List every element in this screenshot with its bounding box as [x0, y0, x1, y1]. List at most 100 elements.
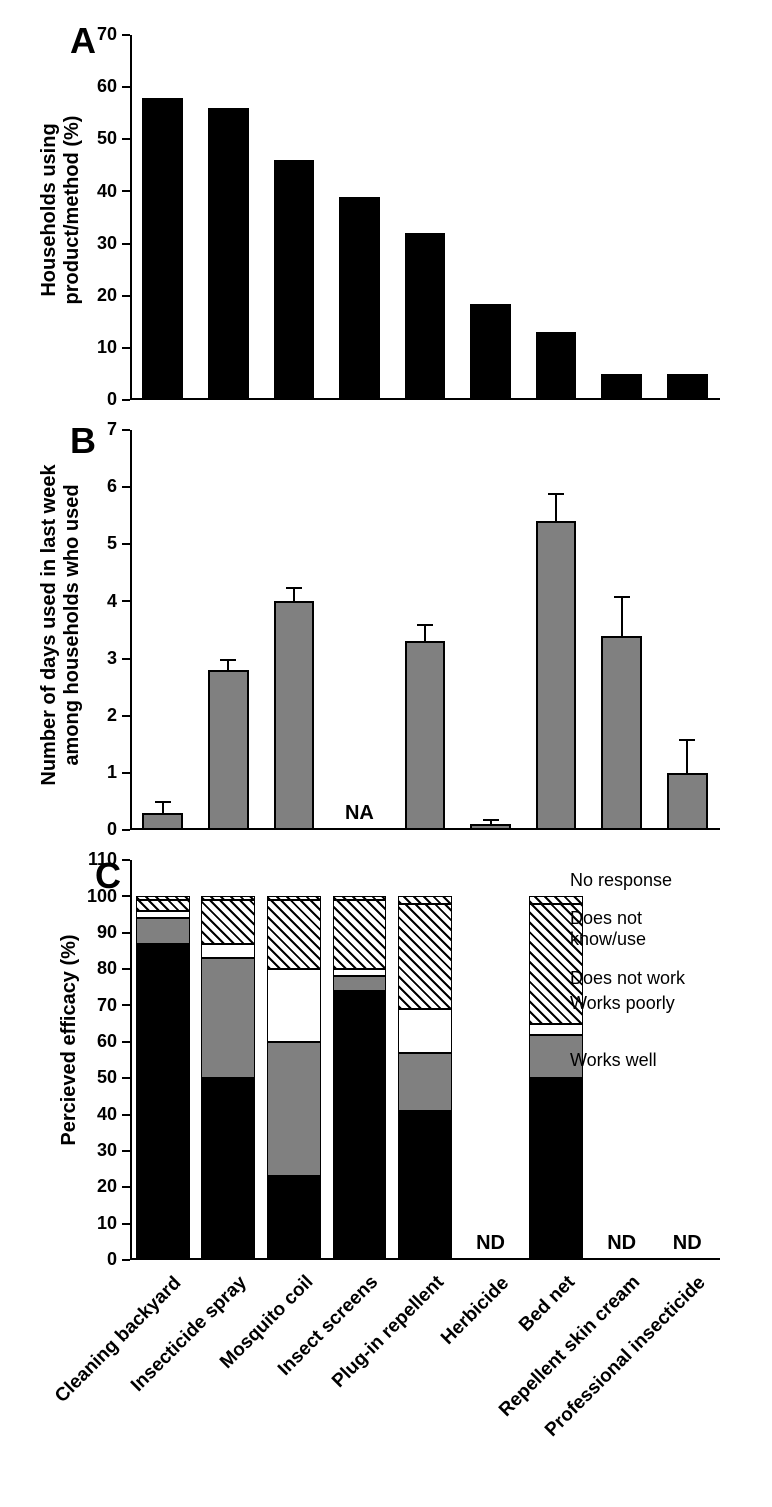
legend-label-does-not-work: Does not work	[570, 968, 685, 989]
y-tick-label: 1	[75, 762, 117, 783]
panel-a-bar	[667, 374, 708, 400]
y-tick-label: 0	[75, 819, 117, 840]
x-category-label: Bed net	[515, 1272, 580, 1337]
y-tick-label: 0	[75, 1249, 117, 1270]
y-tick	[122, 1186, 130, 1188]
panel-a-bar	[536, 332, 577, 400]
panel-c-segment-does-not-know	[333, 900, 387, 969]
y-tick	[122, 486, 130, 488]
y-tick-label: 3	[75, 648, 117, 669]
error-cap	[286, 587, 302, 589]
y-tick-label: 20	[75, 285, 117, 306]
y-tick	[122, 399, 130, 401]
panel-c-segment-no-response	[333, 896, 387, 900]
y-tick-label: 70	[75, 24, 117, 45]
error-cap	[483, 819, 499, 821]
y-tick-label: 30	[75, 1140, 117, 1161]
y-tick	[122, 600, 130, 602]
panel-b-bar	[536, 521, 577, 830]
panel-b-bar	[274, 601, 315, 830]
panel-c-segment-works-poorly	[267, 1042, 321, 1177]
panel-a-bar	[339, 197, 380, 400]
panel-c-nd-label: ND	[662, 1232, 712, 1255]
panel-c-segment-does-not-know	[267, 900, 321, 969]
y-tick	[122, 895, 130, 897]
y-tick	[122, 968, 130, 970]
y-tick	[122, 859, 130, 861]
y-tick-label: 110	[75, 849, 117, 870]
panel-c-nd-label: ND	[466, 1232, 516, 1255]
panel-b-bar	[470, 824, 511, 830]
y-tick	[122, 1004, 130, 1006]
panel-a-bar	[470, 304, 511, 400]
x-category-label: Insecticide spray	[127, 1272, 252, 1397]
y-tick-label: 80	[75, 958, 117, 979]
panel-c-segment-works-poorly	[333, 976, 387, 991]
panel-c-segment-does-not-work	[136, 911, 190, 918]
error-bar	[555, 493, 557, 522]
y-tick	[122, 295, 130, 297]
y-tick-label: 20	[75, 1176, 117, 1197]
panel-c-segment-no-response	[267, 896, 321, 900]
panel-c-segment-does-not-know	[136, 900, 190, 911]
y-tick-label: 40	[75, 181, 117, 202]
y-tick	[122, 190, 130, 192]
panel-b-bar	[142, 813, 183, 830]
y-tick	[122, 138, 130, 140]
error-cap	[155, 801, 171, 803]
legend-label-no-response: No response	[570, 870, 672, 891]
y-tick	[122, 829, 130, 831]
panel-c-segment-no-response	[529, 896, 583, 903]
panel-b-bar	[601, 636, 642, 830]
y-tick	[122, 1077, 130, 1079]
error-bar	[424, 624, 426, 641]
y-tick	[122, 347, 130, 349]
panel-c-segment-works-well	[529, 1078, 583, 1260]
panel-c-segment-works-well	[333, 991, 387, 1260]
y-tick	[122, 1223, 130, 1225]
y-tick-label: 5	[75, 533, 117, 554]
panel-b-bar	[667, 773, 708, 830]
panel-b-bar	[208, 670, 249, 830]
panel-c-segment-no-response	[398, 896, 452, 903]
y-tick	[122, 932, 130, 934]
panel-b-na-label: NA	[334, 802, 384, 825]
y-tick-label: 90	[75, 922, 117, 943]
error-cap	[614, 596, 630, 598]
y-tick	[122, 34, 130, 36]
panel-c-segment-works-well	[201, 1078, 255, 1260]
panel-c-segment-does-not-work	[267, 969, 321, 1042]
y-tick	[122, 1114, 130, 1116]
panel-c-nd-label: ND	[597, 1232, 647, 1255]
y-tick-label: 40	[75, 1104, 117, 1125]
panel-a-bar	[142, 98, 183, 400]
panel-a-bar	[274, 160, 315, 400]
panel-a-bar	[601, 374, 642, 400]
panel-c-segment-works-poorly	[136, 918, 190, 943]
y-tick-label: 60	[75, 1031, 117, 1052]
legend-label-does-not-know: Does not know/use	[570, 908, 646, 950]
y-tick-label: 50	[75, 128, 117, 149]
error-cap	[548, 493, 564, 495]
error-cap	[417, 624, 433, 626]
legend-label-works-poorly: Works poorly	[570, 993, 675, 1014]
y-tick-label: 10	[75, 1213, 117, 1234]
panel-a-bar	[208, 108, 249, 400]
y-tick	[122, 429, 130, 431]
y-tick	[122, 1150, 130, 1152]
y-tick	[122, 1041, 130, 1043]
y-tick	[122, 772, 130, 774]
x-category-label: Herbicide	[437, 1272, 514, 1349]
panel-c-segment-no-response	[201, 896, 255, 900]
error-cap	[220, 659, 236, 661]
x-category-label: Cleaning backyard	[51, 1272, 186, 1407]
figure-root: A Households using product/method (%) B …	[0, 0, 772, 1507]
y-tick	[122, 1259, 130, 1261]
panel-c-segment-does-not-work	[398, 1009, 452, 1053]
y-tick	[122, 243, 130, 245]
y-tick-label: 6	[75, 476, 117, 497]
y-tick	[122, 715, 130, 717]
panel-c-segment-does-not-know	[398, 904, 452, 1009]
panel-c-segment-works-poorly	[398, 1053, 452, 1111]
error-cap	[679, 739, 695, 741]
